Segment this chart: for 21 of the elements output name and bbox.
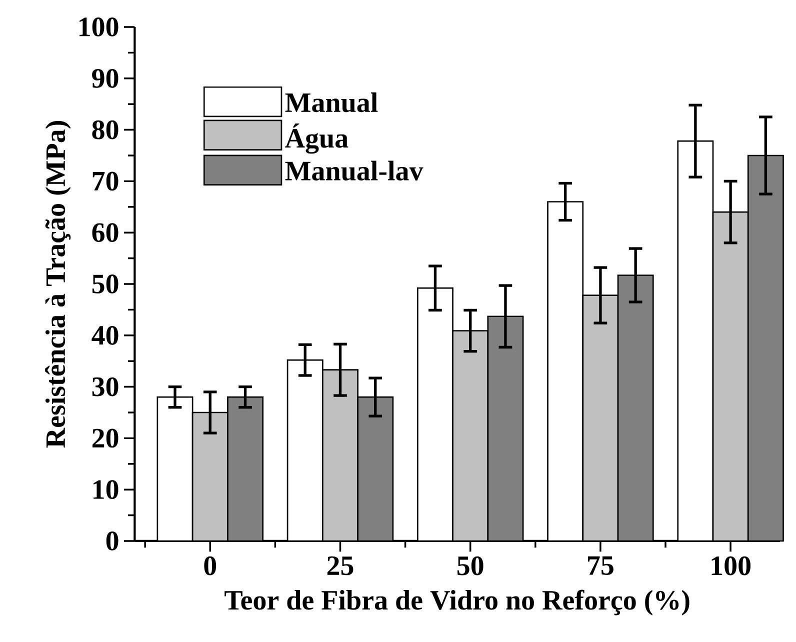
y-tick-label: 70 [92, 172, 118, 191]
x-tick-label: 50 [457, 556, 484, 576]
legend-label: Manual [285, 92, 378, 112]
y-tick-label: 90 [92, 68, 118, 88]
x-tick-label: 25 [327, 556, 354, 576]
y-tick-label: 40 [92, 326, 118, 345]
y-axis-title: Resistência à Tração (MPa) [45, 121, 71, 448]
x-axis-title: Teor de Fibra de Vidro no Reforço (%) [224, 590, 690, 616]
legend-label: Manual-lav [285, 160, 424, 181]
y-tick-label: 0 [106, 532, 118, 550]
y-tick-label: 50 [92, 274, 118, 294]
y-tick-label: 30 [92, 377, 118, 396]
x-tick-label: 100 [712, 556, 750, 576]
y-tick-label: 80 [92, 120, 118, 140]
y-tick-label: 20 [92, 428, 118, 448]
y-tick-label: 10 [94, 480, 118, 500]
y-tick-label: 60 [92, 223, 118, 242]
y-tick-label: 100 [80, 18, 118, 36]
legend-label: Água [285, 123, 348, 154]
x-tick-label: 0 [204, 556, 216, 576]
x-tick-label: 75 [588, 556, 614, 575]
